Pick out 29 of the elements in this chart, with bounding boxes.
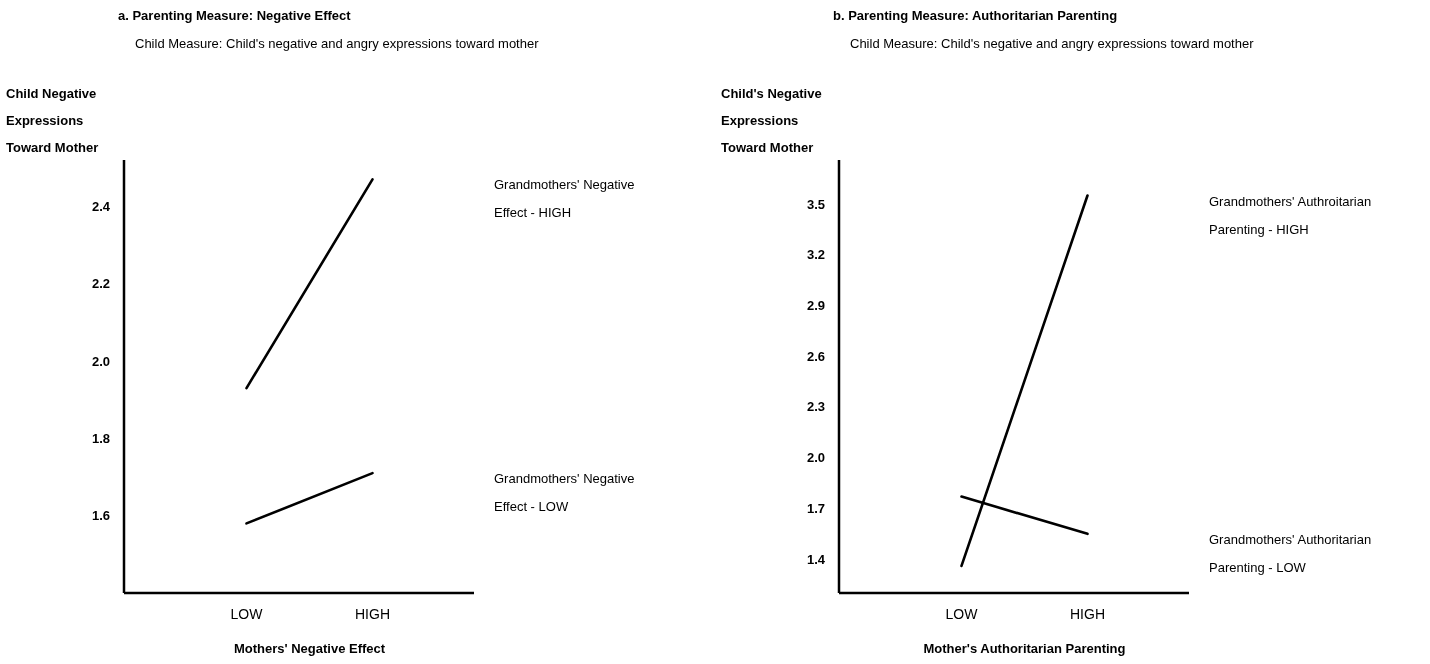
y-axis-title: Child Negative Expressions Toward Mother [6, 86, 99, 155]
x-axis-title: Mothers' Negative Effect [233, 641, 386, 656]
x-axis-title: Mother's Authoritarian Parenting [923, 641, 1126, 656]
y-axis-title: Child's Negative Expressions Toward Mother [721, 86, 822, 155]
y-tick-label: 1.7 [806, 500, 825, 516]
x-tick-label: LOW [230, 606, 264, 622]
y-tick-label: 2.3 [806, 399, 825, 415]
text: Grandmothers' Negative Effect - LOW [494, 471, 635, 515]
y-tick-label: 2.0 [806, 450, 825, 466]
y-tick-label: 1.6 [91, 508, 110, 524]
chart-subtitle: Child Measure: Child's negative and angry expressions toward mother [135, 36, 540, 51]
y-tick-label: 2.4 [91, 198, 111, 214]
y-tick-label: 3.5 [806, 196, 825, 212]
y-tick-label: 1.4 [806, 551, 826, 567]
text: Grandmothers' Negative Effect - HIGH [494, 177, 635, 221]
y-tick-label: 1.8 [91, 430, 110, 446]
chart-subtitle: Child Measure: Child's negative and angry expressions toward mother [850, 36, 1255, 51]
x-tick-label: HIGH [1070, 606, 1105, 622]
text: Grandmothers' Authoritarian Parenting - LOW [1209, 531, 1372, 575]
y-tick-label: 3.2 [806, 247, 825, 263]
x-tick-label: LOW [945, 606, 979, 622]
chart-title: a. Parenting Measure: Negative Effect [118, 8, 352, 23]
text: Grandmothers' Authroitarian Parenting - HIGH [1209, 193, 1372, 237]
y-tick-label: 2.2 [91, 276, 110, 292]
y-tick-label: 2.9 [806, 298, 825, 314]
chart-title: b. Parenting Measure: Authoritarian Parenting [833, 8, 1118, 23]
y-tick-label: 2.0 [91, 353, 110, 369]
x-tick-label: HIGH [355, 606, 390, 622]
y-tick-label: 2.6 [806, 348, 825, 364]
